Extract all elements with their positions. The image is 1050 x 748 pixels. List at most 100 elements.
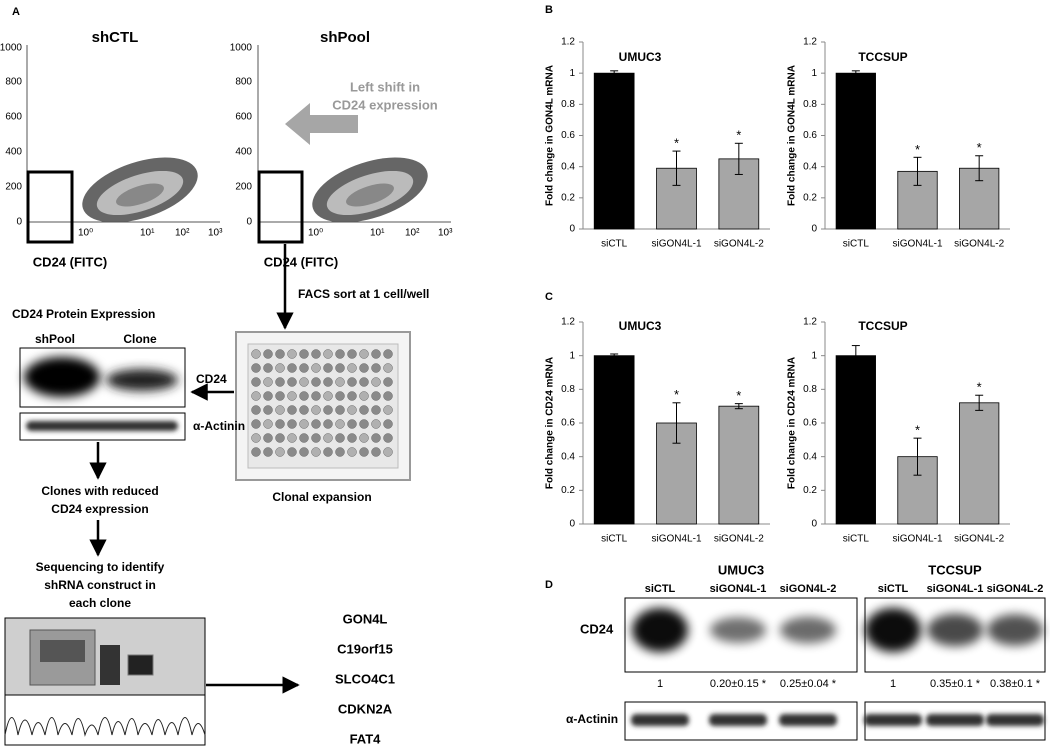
flow-y-tick: 800 bbox=[235, 77, 252, 88]
band bbox=[865, 608, 921, 652]
well bbox=[299, 363, 309, 373]
flow-title: shPool bbox=[320, 29, 370, 46]
well bbox=[323, 405, 333, 415]
band bbox=[864, 714, 922, 726]
gene: C19orf15 bbox=[337, 641, 393, 656]
well bbox=[251, 363, 261, 373]
chart-title: UMUC3 bbox=[619, 319, 662, 333]
significance: * bbox=[736, 388, 741, 403]
y-tick-label: 1.2 bbox=[803, 317, 817, 328]
well bbox=[263, 447, 273, 457]
well bbox=[299, 419, 309, 429]
flow-x-tick: 10¹ bbox=[370, 228, 385, 239]
well bbox=[311, 419, 321, 429]
well bbox=[299, 447, 309, 457]
well bbox=[263, 419, 273, 429]
gate bbox=[26, 170, 74, 244]
flow-y-tick: 1000 bbox=[0, 43, 22, 54]
y-tick-label: 1.2 bbox=[561, 317, 575, 328]
well bbox=[371, 377, 381, 387]
band bbox=[106, 369, 178, 391]
shift-arrow bbox=[285, 103, 358, 145]
panel-letter: B bbox=[545, 4, 553, 16]
well bbox=[383, 433, 393, 443]
well bbox=[251, 405, 261, 415]
error-bar bbox=[975, 155, 984, 182]
x-tick-label: siGON4L-1 bbox=[651, 534, 701, 545]
sequencer-image bbox=[4, 617, 206, 746]
lane-label: shPool bbox=[35, 332, 75, 346]
facs-step: FACS sort at 1 cell/well bbox=[298, 287, 429, 301]
quant: 1 bbox=[657, 678, 663, 690]
well bbox=[335, 391, 345, 401]
x-tick-label: siCTL bbox=[601, 534, 628, 545]
well bbox=[383, 447, 393, 457]
x-tick-label: siGON4L-1 bbox=[892, 239, 942, 250]
flow-y-tick: 400 bbox=[235, 147, 252, 158]
y-tick-label: 0.2 bbox=[803, 485, 817, 496]
y-tick-label: 1 bbox=[811, 350, 817, 361]
well bbox=[335, 433, 345, 443]
well bbox=[311, 433, 321, 443]
y-tick-label: 0 bbox=[811, 519, 817, 530]
clones-step: Clones with reduced bbox=[41, 484, 158, 498]
well bbox=[263, 363, 273, 373]
bar bbox=[718, 405, 760, 525]
well bbox=[383, 419, 393, 429]
well bbox=[299, 433, 309, 443]
well bbox=[371, 419, 381, 429]
well bbox=[311, 349, 321, 359]
flow-y-tick: 0 bbox=[246, 217, 252, 228]
well bbox=[323, 377, 333, 387]
well bbox=[299, 405, 309, 415]
chart-title: TCCSUP bbox=[858, 319, 907, 333]
well bbox=[323, 447, 333, 457]
flow-cloud bbox=[82, 157, 428, 223]
lane-label: siGON4L-1 bbox=[927, 583, 984, 595]
flow-x-tick: 10⁰ bbox=[308, 228, 323, 239]
well bbox=[371, 405, 381, 415]
y-tick-label: 0.4 bbox=[561, 451, 575, 462]
flow-x-tick: 10³ bbox=[438, 228, 453, 239]
well bbox=[287, 447, 297, 457]
y-axis-label: Fold change in CD24 mRNA bbox=[787, 357, 798, 489]
well bbox=[359, 349, 369, 359]
well bbox=[335, 447, 345, 457]
well bbox=[311, 377, 321, 387]
well bbox=[347, 363, 357, 373]
significance: * bbox=[674, 136, 679, 151]
well bbox=[347, 349, 357, 359]
x-tick-label: siCTL bbox=[601, 239, 628, 250]
well bbox=[263, 405, 273, 415]
error-bar bbox=[734, 142, 743, 175]
quant: 0.20±0.15 * bbox=[710, 678, 767, 690]
well bbox=[371, 433, 381, 443]
well bbox=[347, 391, 357, 401]
bar bbox=[835, 355, 876, 525]
clones-step: CD24 expression bbox=[51, 502, 148, 516]
bar bbox=[897, 456, 938, 525]
band bbox=[26, 421, 178, 431]
well bbox=[359, 405, 369, 415]
flow-y-tick: 400 bbox=[5, 147, 22, 158]
well bbox=[275, 447, 285, 457]
lane-label: siCTL bbox=[645, 583, 676, 595]
well bbox=[275, 419, 285, 429]
gene: FAT4 bbox=[350, 731, 382, 746]
well bbox=[287, 419, 297, 429]
row-label: α-Actinin bbox=[193, 419, 245, 433]
x-tick-label: siCTL bbox=[843, 239, 870, 250]
well bbox=[383, 391, 393, 401]
well bbox=[323, 363, 333, 373]
well bbox=[251, 391, 261, 401]
error-bar bbox=[734, 403, 743, 410]
well bbox=[335, 349, 345, 359]
well bbox=[383, 405, 393, 415]
y-tick-label: 1 bbox=[569, 68, 575, 79]
flow-y-tick: 200 bbox=[5, 182, 22, 193]
well bbox=[383, 377, 393, 387]
well bbox=[299, 391, 309, 401]
protein-title: CD24 Protein Expression bbox=[12, 307, 155, 321]
well bbox=[323, 433, 333, 443]
